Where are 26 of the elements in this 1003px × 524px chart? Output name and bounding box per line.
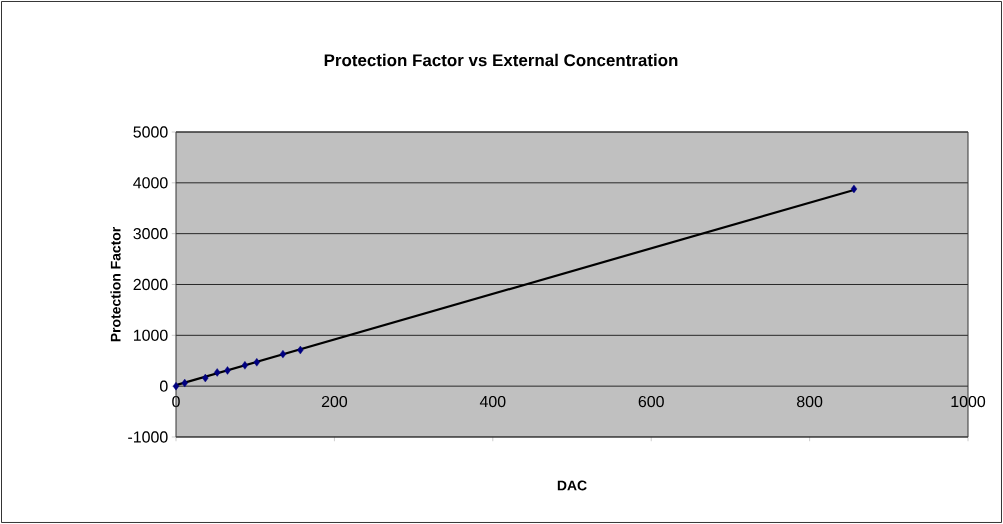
point <box>279 349 287 359</box>
point <box>214 368 221 377</box>
y-tick-label: 5000 <box>133 126 168 138</box>
x-axis-title: DAC <box>557 480 587 491</box>
y-tick-label: 3000 <box>133 228 168 240</box>
point <box>172 381 180 391</box>
x-tick-label: 1000 <box>951 395 986 408</box>
chart-title: Protection Factor vs External Concentration <box>324 53 678 67</box>
x-tick-label: 200 <box>321 395 348 408</box>
point <box>297 345 304 355</box>
point <box>181 378 188 388</box>
x-tick-label: 400 <box>479 395 506 408</box>
y-tick-label: 0 <box>160 380 168 392</box>
point <box>850 184 858 194</box>
point <box>253 358 260 367</box>
point <box>224 366 231 375</box>
y-tick-label: 1000 <box>134 329 168 341</box>
x-tick-label: 600 <box>638 395 664 408</box>
y-tick-label: 4000 <box>133 177 168 189</box>
y-tick-label: 2000 <box>133 278 168 291</box>
y-tick-label: -1000 <box>128 431 168 443</box>
point <box>202 373 209 383</box>
x-tick-label: 800 <box>797 395 823 408</box>
y-axis-title: Protection Factor <box>110 226 121 342</box>
point <box>241 361 249 370</box>
x-tick-label: 0 <box>172 395 180 408</box>
